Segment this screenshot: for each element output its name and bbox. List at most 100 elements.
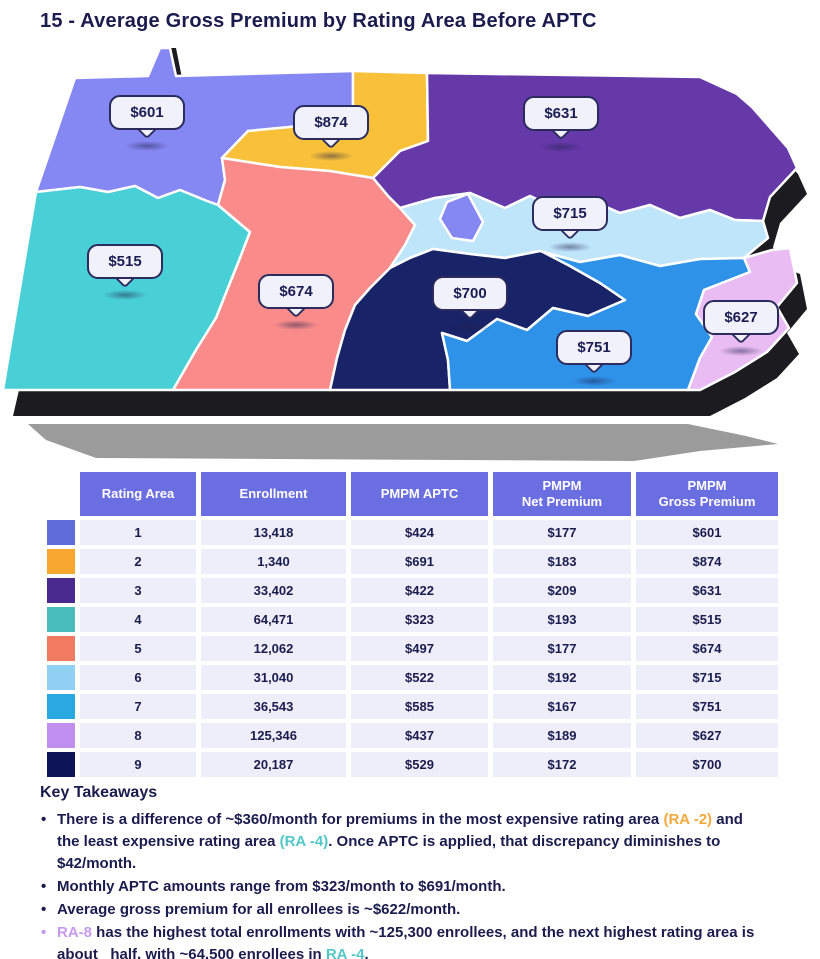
table-cell-r5-c5: $674 — [636, 636, 778, 661]
row-color-swatch-ra9 — [47, 752, 75, 777]
table-cell-r1-c5: $601 — [636, 520, 778, 545]
map-callout-ra3: $631 — [523, 96, 599, 152]
map-callout-ra7: $751 — [556, 330, 632, 386]
map-callout-value: $515 — [87, 244, 163, 279]
text-segment: Average gross premium for all enrollees … — [57, 901, 461, 918]
text-segment: Monthly APTC amounts range from $323/mon… — [57, 878, 506, 895]
text-segment: . Once APTC is applied, that discrepancy… — [57, 833, 721, 872]
row-color-swatch-ra4 — [47, 607, 75, 632]
table-cell-r8-c2: 125,346 — [201, 723, 346, 748]
map-callout-ra1: $601 — [109, 95, 185, 151]
map-callout-ra2: $874 — [293, 105, 369, 161]
table-cell-r1-c4: $177 — [493, 520, 631, 545]
map-callout-ra4: $515 — [87, 244, 163, 300]
table-cell-r6-c2: 31,040 — [201, 665, 346, 690]
table-cell-r5-c3: $497 — [351, 636, 488, 661]
row-color-swatch-ra8 — [47, 723, 75, 748]
row-color-swatch-ra5 — [47, 636, 75, 661]
callout-ground-shadow — [719, 346, 763, 356]
takeaway-bullet-2: Monthly APTC amounts range from $323/mon… — [40, 876, 788, 898]
column-header-pmpm-net: PMPM Net Premium — [493, 472, 631, 516]
key-takeaways-heading: Key Takeaways — [40, 784, 158, 801]
map-callout-value: $715 — [532, 196, 608, 231]
table-cell-r5-c2: 12,062 — [201, 636, 346, 661]
map-region-ra1-enclave — [438, 192, 485, 243]
table-cell-r8-c4: $189 — [493, 723, 631, 748]
text-segment: has the highest total enrollments with ~… — [57, 924, 755, 959]
column-header-enrollment: Enrollment — [201, 472, 346, 516]
text-segment: . — [364, 946, 369, 959]
table-cell-r4-c2: 64,471 — [201, 607, 346, 632]
callout-ground-shadow — [539, 142, 583, 152]
row-color-swatch-ra1 — [47, 520, 75, 545]
table-cell-r4-c1: 4 — [80, 607, 196, 632]
row-color-swatch-ra7 — [47, 694, 75, 719]
page-title: 15 - Average Gross Premium by Rating Are… — [40, 10, 597, 32]
table-cell-r3-c1: 3 — [80, 578, 196, 603]
callout-ground-shadow — [309, 151, 353, 161]
map-callout-value: $627 — [703, 300, 779, 335]
table-cell-r7-c3: $585 — [351, 694, 488, 719]
table-cell-r3-c5: $631 — [636, 578, 778, 603]
map-callout-ra5: $674 — [258, 274, 334, 330]
table-cell-r2-c1: 2 — [80, 549, 196, 574]
column-header-rating-area: Rating Area — [80, 472, 196, 516]
table-cell-r8-c3: $437 — [351, 723, 488, 748]
row-color-swatch-ra2 — [47, 549, 75, 574]
table-cell-r1-c3: $424 — [351, 520, 488, 545]
table-cell-r2-c4: $183 — [493, 549, 631, 574]
table-cell-r3-c2: 33,402 — [201, 578, 346, 603]
table-cell-r1-c2: 13,418 — [201, 520, 346, 545]
map-callout-value: $874 — [293, 105, 369, 140]
table-cell-r3-c3: $422 — [351, 578, 488, 603]
table-cell-r3-c4: $209 — [493, 578, 631, 603]
text-segment: RA -4 — [325, 946, 365, 959]
table-cell-r6-c3: $522 — [351, 665, 488, 690]
map-ground-shadow — [28, 424, 778, 461]
table-cell-r8-c5: $627 — [636, 723, 778, 748]
column-header-pmpm-aptc: PMPM APTC — [351, 472, 488, 516]
callout-ground-shadow — [548, 242, 592, 252]
data-table: Rating Area Enrollment PMPM APTC PMPM Ne… — [47, 472, 778, 777]
callout-ground-shadow — [572, 376, 616, 386]
table-cell-r6-c5: $715 — [636, 665, 778, 690]
key-takeaways-list: There is a difference of ~$360/month for… — [40, 809, 788, 959]
table-cell-r5-c4: $177 — [493, 636, 631, 661]
row-color-swatch-ra6 — [47, 665, 75, 690]
table-cell-r9-c2: 20,187 — [201, 752, 346, 777]
table-cell-r7-c4: $167 — [493, 694, 631, 719]
takeaway-bullet-3: Average gross premium for all enrollees … — [40, 899, 788, 921]
map-callout-value: $601 — [109, 95, 185, 130]
map-region-ra7 — [440, 250, 752, 392]
map-callout-value: $751 — [556, 330, 632, 365]
map-callout-value: $674 — [258, 274, 334, 309]
map-callout-ra8: $627 — [703, 300, 779, 356]
map-callouts: $601 $874 $631 $515 $674 $715 $751 $627 $700 — [0, 0, 820, 470]
table-cell-r1-c1: 1 — [80, 520, 196, 545]
table-corner-spacer — [47, 472, 75, 516]
text-segment: (RA -4) — [279, 833, 329, 850]
map-callout-ra9: $700 — [432, 276, 508, 332]
table-cell-r5-c1: 5 — [80, 636, 196, 661]
takeaway-bullet-4: RA-8 has the highest total enrollments w… — [40, 922, 788, 959]
table-cell-r9-c3: $529 — [351, 752, 488, 777]
takeaway-bullet-1: There is a difference of ~$360/month for… — [40, 809, 788, 875]
table-cell-r7-c5: $751 — [636, 694, 778, 719]
key-takeaways-section: Key Takeaways There is a difference of ~… — [40, 784, 788, 959]
table-cell-r6-c4: $192 — [493, 665, 631, 690]
map-callout-value: $700 — [432, 276, 508, 311]
text-segment: and the least expensive rating area — [57, 811, 743, 850]
table-cell-r9-c5: $700 — [636, 752, 778, 777]
callout-ground-shadow — [274, 320, 318, 330]
table-cell-r9-c4: $172 — [493, 752, 631, 777]
text-segment: There is a difference of ~$360/month for… — [57, 811, 664, 828]
callout-ground-shadow — [448, 322, 492, 332]
callout-ground-shadow — [103, 290, 147, 300]
table-cell-r2-c2: 1,340 — [201, 549, 346, 574]
table-cell-r9-c1: 9 — [80, 752, 196, 777]
table-cell-r6-c1: 6 — [80, 665, 196, 690]
text-segment: RA-8 — [57, 924, 93, 941]
callout-ground-shadow — [125, 141, 169, 151]
table-cell-r2-c5: $874 — [636, 549, 778, 574]
